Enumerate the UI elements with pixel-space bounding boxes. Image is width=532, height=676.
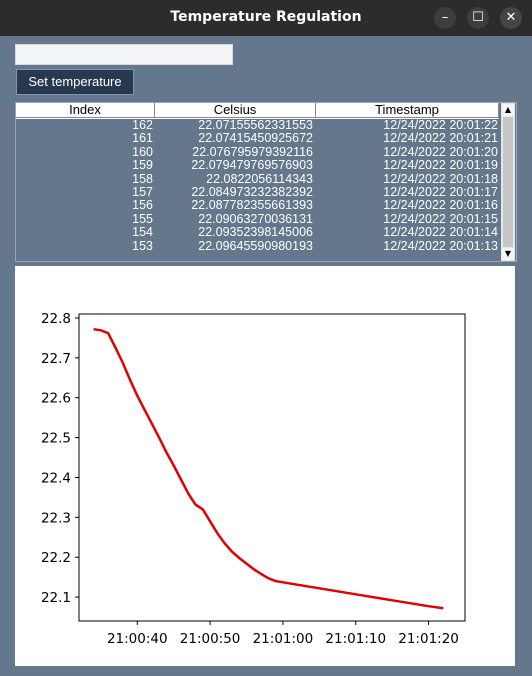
index-cell: 155 (132, 212, 153, 226)
y-tick-label: 22.6 (41, 391, 71, 407)
y-tick-label: 22.3 (41, 510, 71, 526)
table-row[interactable]: 153 22.09645590980193 12/24/2022 20:01:13 (16, 240, 499, 253)
celsius-cell: 22.0822056114343 (206, 172, 313, 186)
y-tick-label: 22.8 (41, 311, 71, 327)
index-cell: 161 (132, 132, 153, 146)
x-tick-label: 21:01:00 (253, 631, 314, 647)
celsius-cell: 22.076795979392116 (192, 145, 313, 159)
table-body: 162 22.07155562331553 12/24/2022 20:01:22 1… (16, 119, 499, 253)
index-cell: 156 (132, 199, 153, 213)
y-tick-label: 22.2 (41, 550, 71, 566)
timestamp-cell: 12/24/2022 20:01:21 (383, 132, 498, 146)
table-scrollbar[interactable]: ▲ ▼ (501, 103, 515, 261)
x-tick-label: 21:00:50 (180, 631, 241, 647)
table-row[interactable]: 155 22.09063270036131 12/24/2022 20:01:15 (16, 213, 499, 226)
index-cell: 160 (132, 145, 153, 159)
timestamp-cell: 12/24/2022 20:01:15 (383, 212, 498, 226)
table-row[interactable]: 162 22.07155562331553 12/24/2022 20:01:22 (16, 119, 499, 132)
column-header-timestamp[interactable]: Timestamp (316, 103, 499, 118)
timestamp-cell: 12/24/2022 20:01:16 (383, 199, 498, 213)
temperature-series-line (93, 327, 444, 610)
minimize-icon[interactable]: – (434, 7, 456, 29)
index-cell: 162 (132, 119, 153, 132)
index-cell: 158 (132, 172, 153, 186)
table-row[interactable]: 157 22.084973232382392 12/24/2022 20:01:17 (16, 186, 499, 199)
x-tick-label: 21:01:10 (325, 631, 386, 647)
timestamp-cell: 12/24/2022 20:01:19 (383, 159, 498, 173)
scroll-down-icon[interactable]: ▼ (502, 248, 514, 260)
y-tick-label: 22.1 (41, 590, 71, 606)
plot-frame (78, 313, 466, 622)
window-title: Temperature Regulation (170, 9, 362, 25)
table-row[interactable]: 161 22.07415450925672 12/24/2022 20:01:21 (16, 132, 499, 145)
close-icon[interactable]: ✕ (500, 7, 522, 29)
celsius-cell: 22.079479769576903 (191, 159, 313, 173)
timestamp-cell: 12/24/2022 20:01:17 (383, 185, 498, 199)
column-header-index[interactable]: Index (16, 103, 155, 118)
index-cell: 154 (132, 226, 153, 240)
table-row[interactable]: 154 22.09352398145006 12/24/2022 20:01:14 (16, 226, 499, 239)
table-row[interactable]: 156 22.087782355661393 12/24/2022 20:01:16 (16, 199, 499, 212)
temperature-chart: 22.1 22.2 22.3 22.4 22.5 22.6 22.7 22.8 21:00:4… (15, 266, 515, 666)
celsius-cell: 22.087782355661393 (191, 199, 313, 213)
table-row[interactable]: 159 22.079479769576903 12/24/2022 20:01:19 (16, 159, 499, 172)
timestamp-cell: 12/24/2022 20:01:14 (383, 226, 498, 240)
timestamp-cell: 12/24/2022 20:01:18 (383, 172, 498, 186)
table-header: Index Celsius Timestamp (16, 103, 499, 119)
column-header-celsius[interactable]: Celsius (155, 103, 316, 118)
celsius-cell: 22.09063270036131 (198, 212, 313, 226)
readings-table: Index Celsius Timestamp 162 22.0715556233… (15, 102, 517, 262)
celsius-cell: 22.09645590980193 (198, 239, 313, 253)
index-cell: 157 (132, 185, 153, 199)
scroll-up-icon[interactable]: ▲ (502, 104, 514, 116)
index-cell: 159 (132, 159, 153, 173)
table-row[interactable]: 158 22.0822056114343 12/24/2022 20:01:18 (16, 173, 499, 186)
set-temperature-button[interactable]: Set temperature (16, 69, 134, 95)
title-bar: Temperature Regulation – ☐ ✕ (0, 0, 532, 36)
y-tick-label: 22.5 (41, 431, 71, 447)
celsius-cell: 22.07155562331553 (198, 119, 313, 132)
timestamp-cell: 12/24/2022 20:01:20 (383, 145, 498, 159)
table-row[interactable]: 160 22.076795979392116 12/24/2022 20:01:20 (16, 146, 499, 159)
scrollbar-thumb[interactable] (503, 117, 513, 247)
celsius-cell: 22.07415450925672 (198, 132, 313, 146)
maximize-icon[interactable]: ☐ (467, 7, 489, 29)
x-tick-label: 21:00:40 (107, 631, 168, 647)
y-tick-label: 22.7 (41, 351, 71, 367)
x-tick-label: 21:01:20 (398, 631, 459, 647)
celsius-cell: 22.09352398145006 (198, 226, 313, 240)
timestamp-cell: 12/24/2022 20:01:22 (383, 119, 498, 132)
celsius-cell: 22.084973232382392 (191, 185, 313, 199)
y-tick-label: 22.4 (41, 470, 71, 486)
timestamp-cell: 12/24/2022 20:01:13 (383, 239, 498, 253)
temperature-input[interactable] (15, 44, 233, 65)
index-cell: 153 (132, 239, 153, 253)
chart-svg: 22.1 22.2 22.3 22.4 22.5 22.6 22.7 22.8 21:00:4… (41, 311, 466, 647)
